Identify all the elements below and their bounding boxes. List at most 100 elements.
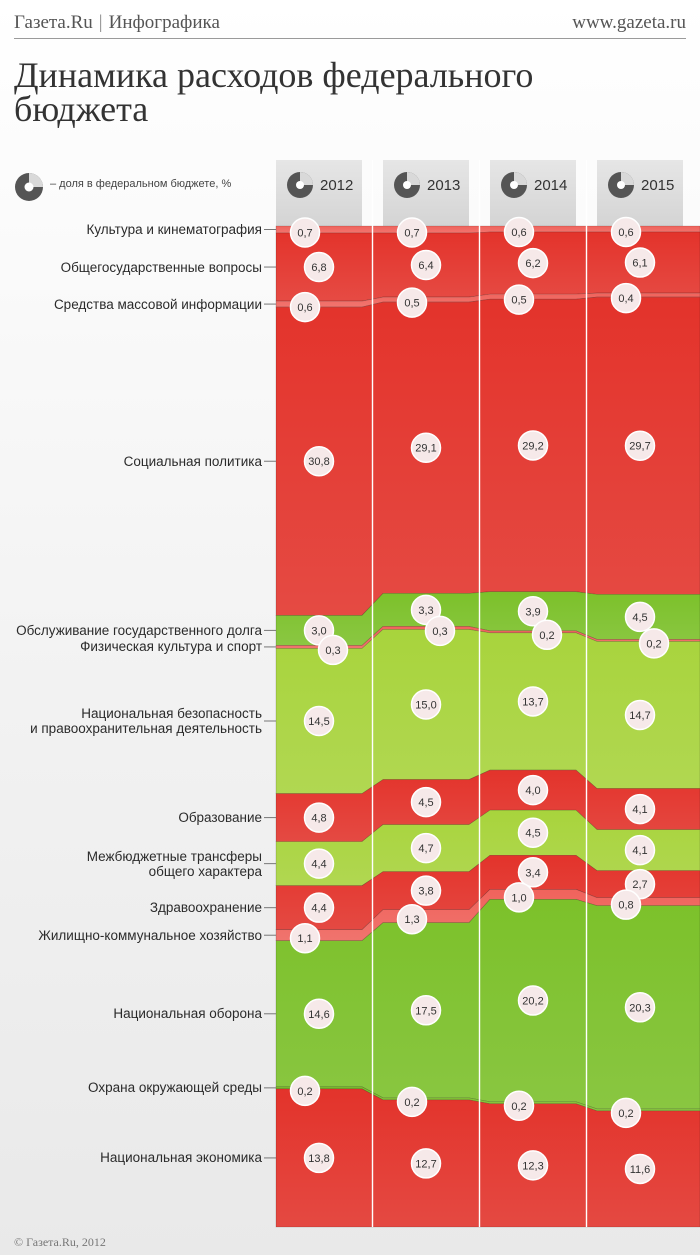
value-label: 1,3 <box>404 914 419 926</box>
value-label: 0,2 <box>511 1101 526 1113</box>
value-badge: 6,8 <box>303 251 335 283</box>
value-badge: 15,0 <box>410 689 442 720</box>
value-badge: 12,3 <box>517 1150 549 1181</box>
value-label: 4,0 <box>525 785 540 797</box>
value-label: 0,6 <box>618 227 633 239</box>
value-label: 6,2 <box>525 258 540 270</box>
value-badge: 0,2 <box>638 628 670 659</box>
value-badge: 4,5 <box>624 601 656 633</box>
value-badge: 4,1 <box>624 834 656 866</box>
value-badge: 0,6 <box>503 216 535 248</box>
title-line-1: Динамика расходов федерального <box>14 55 534 95</box>
value-badge: 4,5 <box>517 817 549 848</box>
value-badge: 11,6 <box>624 1153 656 1185</box>
value-badge: 30,8 <box>303 445 335 477</box>
category-label: Физическая культура и спорт <box>80 639 262 654</box>
gazeta-logo-icon <box>394 172 420 198</box>
band-4 <box>275 296 700 616</box>
value-badge: 0,4 <box>610 282 642 314</box>
value-label: 0,7 <box>404 228 419 240</box>
category-label-line: Социальная политика <box>123 454 262 469</box>
value-label: 20,3 <box>629 1002 650 1014</box>
category-label: Культура и кинематография <box>86 222 262 237</box>
value-label: 13,8 <box>308 1153 329 1165</box>
value-badge: 0,2 <box>289 1075 321 1107</box>
value-label: 14,5 <box>308 716 329 728</box>
value-badge: 6,4 <box>410 249 442 281</box>
value-label: 3,9 <box>525 606 540 618</box>
value-badge: 29,1 <box>410 432 442 463</box>
value-label: 0,2 <box>539 630 554 642</box>
value-badge: 0,7 <box>289 217 321 248</box>
category-label-line: Образование <box>178 810 262 825</box>
category-label-line: Межбюджетные трансферы <box>86 849 262 864</box>
value-label: 3,4 <box>525 867 540 879</box>
year-header-2015: 2015 <box>597 160 683 226</box>
value-label: 6,1 <box>632 258 647 270</box>
category-label: Общегосударственные вопросы <box>61 260 262 275</box>
band-2 <box>275 231 700 302</box>
value-badge: 0,3 <box>317 634 349 666</box>
header: Газета.Ru | Инфографика www.gazeta.ru <box>14 8 686 39</box>
value-label: 13,7 <box>522 696 543 708</box>
site-link[interactable]: www.gazeta.ru <box>572 12 686 33</box>
value-badge: 6,1 <box>624 247 656 278</box>
value-label: 6,8 <box>311 262 326 274</box>
value-label: 4,1 <box>632 845 647 857</box>
value-badge: 14,5 <box>303 705 335 737</box>
value-badge: 0,2 <box>531 619 563 651</box>
title-line-2: бюджета <box>14 89 149 129</box>
value-badge: 14,7 <box>624 699 656 731</box>
category-label: Национальная экономика <box>100 1150 262 1165</box>
value-label: 6,4 <box>418 260 433 272</box>
value-badge: 0,7 <box>396 217 428 248</box>
footer: © Газета.Ru, 2012 <box>14 1235 106 1249</box>
value-label: 29,7 <box>629 441 650 453</box>
value-label: 12,3 <box>522 1160 543 1172</box>
value-label: 3,8 <box>418 886 433 898</box>
page-title: Динамика расходов федерального бюджета <box>14 55 534 129</box>
category-label: Обслуживание государственного долга <box>16 623 262 638</box>
legend: – доля в федеральном бюджете, % <box>14 172 231 207</box>
legend-text: – доля в федеральном бюджете, % <box>50 178 232 190</box>
value-label: 3,3 <box>418 605 433 617</box>
value-badge: 4,7 <box>410 832 442 864</box>
category-label-line: Средства массовой информации <box>53 297 262 312</box>
value-badge: 0,2 <box>396 1086 428 1118</box>
category-label: Средства массовой информации <box>54 297 262 312</box>
value-label: 0,6 <box>297 302 312 314</box>
value-label: 0,2 <box>297 1086 312 1098</box>
category-label-line: общего характера <box>148 864 262 879</box>
value-label: 4,5 <box>525 828 540 840</box>
gazeta-logo-icon <box>15 173 43 201</box>
category-label-line: Здравоохранение <box>149 900 262 915</box>
value-label: 4,5 <box>632 612 647 624</box>
value-label: 29,1 <box>415 443 436 455</box>
value-badge: 4,5 <box>410 786 442 818</box>
value-label: 0,3 <box>325 645 340 657</box>
value-badge: 14,6 <box>303 998 335 1030</box>
value-label: 15,0 <box>415 699 436 711</box>
brand[interactable]: Газета.Ru | Инфографика <box>14 12 220 33</box>
value-label: 0,2 <box>646 638 661 650</box>
value-badge: 13,8 <box>303 1142 335 1174</box>
value-badge: 17,5 <box>410 995 442 1026</box>
value-badge: 3,3 <box>410 594 442 626</box>
category-label-line: Жилищно-коммунальное хозяйство <box>38 928 262 943</box>
value-badge: 0,2 <box>503 1090 535 1122</box>
value-label: 4,4 <box>311 859 326 871</box>
value-label: 0,6 <box>511 227 526 239</box>
value-badge: 20,3 <box>624 992 656 1023</box>
value-label: 29,2 <box>522 440 543 452</box>
value-badge: 0,8 <box>610 889 642 920</box>
year-label: 2014 <box>534 177 568 194</box>
category-label: Межбюджетные трансферы общего характера <box>87 849 262 879</box>
value-badge: 29,7 <box>624 430 656 461</box>
value-badge: 0,6 <box>610 216 642 248</box>
value-label: 12,7 <box>415 1158 436 1170</box>
value-label: 4,4 <box>311 903 326 915</box>
value-badge: 3,4 <box>517 857 549 888</box>
category-label-line: Охрана окружающей среды <box>88 1080 262 1095</box>
category-label-line: Физическая культура и спорт <box>80 639 262 654</box>
